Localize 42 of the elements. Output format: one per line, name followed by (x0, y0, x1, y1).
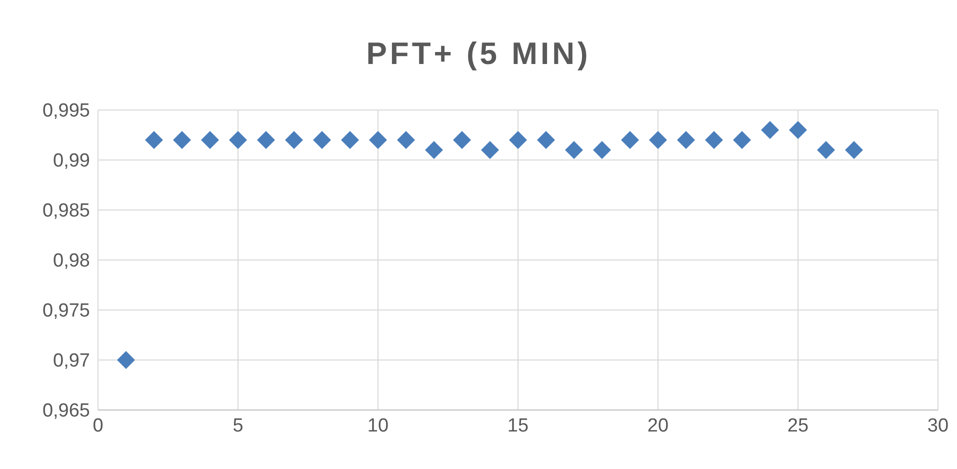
x-tick-label: 25 (787, 415, 809, 436)
point (229, 131, 247, 149)
chart-title: PFT+ (5 MIN) (365, 36, 592, 72)
point (425, 141, 443, 159)
x-tick-label: 15 (507, 415, 529, 436)
point (397, 131, 415, 149)
y-tick-label: 0,985 (42, 200, 90, 222)
point (257, 131, 275, 149)
point (201, 131, 219, 149)
point (453, 131, 471, 149)
point (789, 121, 807, 139)
x-tick-label: 5 (232, 415, 244, 436)
y-tick-label: 0,975 (42, 300, 90, 322)
y-tick-label: 0,995 (42, 100, 90, 122)
point (817, 141, 835, 159)
point (509, 131, 527, 149)
point (341, 131, 359, 149)
x-tick-label: 20 (647, 415, 669, 436)
point (677, 131, 695, 149)
point (733, 131, 751, 149)
point (621, 131, 639, 149)
point (537, 131, 555, 149)
point (313, 131, 331, 149)
point (845, 141, 863, 159)
y-tick-label: 0,965 (42, 400, 90, 422)
x-tick-label: 30 (927, 415, 949, 436)
point (705, 131, 723, 149)
point (285, 131, 303, 149)
x-tick-label: 0 (92, 415, 104, 436)
point (173, 131, 191, 149)
point (481, 141, 499, 159)
point (145, 131, 163, 149)
y-tick-label: 0,99 (53, 150, 90, 172)
y-tick-label: 0,97 (53, 350, 90, 372)
point (369, 131, 387, 149)
point (565, 141, 583, 159)
x-tick-label: 10 (367, 415, 389, 436)
point (649, 131, 667, 149)
point (761, 121, 779, 139)
point (593, 141, 611, 159)
point (117, 351, 135, 369)
y-tick-label: 0,98 (53, 250, 90, 272)
